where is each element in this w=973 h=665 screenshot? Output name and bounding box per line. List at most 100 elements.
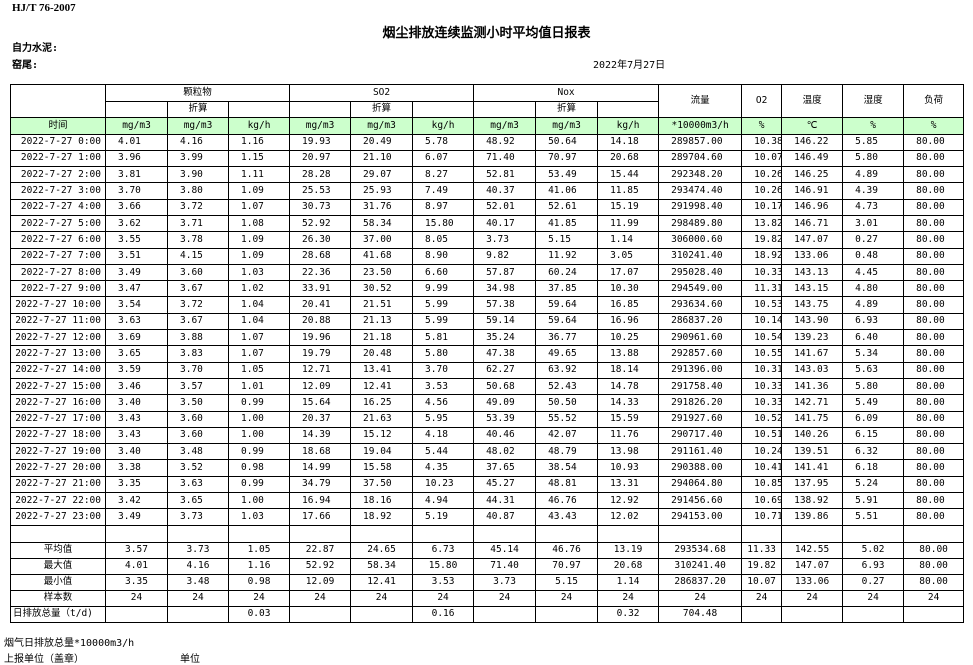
data-row: 2022-7-27 23:00 3.49 3.73 1.03 17.66 18.92 5.1…: [10, 508, 965, 526]
blank-cell: [227, 100, 291, 118]
value-cell: 3.51: [105, 247, 168, 265]
value-cell: 12.71: [289, 361, 352, 379]
summary-value: 24: [781, 589, 844, 607]
value-cell: 18.16: [350, 492, 414, 510]
value-cell: 3.73: [167, 508, 229, 526]
data-row: 2022-7-27 18:00 3.43 3.60 1.00 14.39 15.12 4.1…: [10, 426, 965, 445]
value-cell: 8.97: [412, 198, 475, 216]
value-cell: 290717.40: [658, 426, 743, 445]
value-cell: 41.68: [350, 247, 414, 265]
value-cell: 294064.80: [658, 475, 743, 494]
value-cell: 10.07: [741, 149, 783, 168]
blank-cell: [741, 605, 783, 623]
value-cell: 19.04: [350, 443, 414, 461]
summary-value: 24: [741, 589, 783, 607]
value-cell: 5.51: [842, 508, 905, 526]
value-cell: 0.48: [842, 247, 905, 265]
value-cell: 5.24: [842, 475, 905, 494]
unit-header: mg/m3: [105, 117, 168, 135]
value-cell: 25.53: [289, 182, 352, 200]
blank-cell: [10, 84, 106, 118]
data-row: 2022-7-27 20:00 3.38 3.52 0.98 14.99 15.58 4.3…: [10, 459, 965, 477]
data-row: 2022-7-27 13:00 3.65 3.83 1.07 19.79 20.48 5.8…: [10, 345, 965, 363]
value-cell: 0.99: [227, 475, 291, 494]
summary-value: 24: [167, 589, 229, 607]
summary-value: 24: [473, 589, 537, 607]
unit-header: %: [741, 117, 783, 135]
value-cell: 60.24: [535, 263, 599, 282]
summary-value: 704.48: [658, 605, 743, 623]
value-cell: 306000.60: [658, 231, 743, 249]
value-cell: 80.00: [903, 426, 965, 445]
value-cell: 141.41: [781, 459, 844, 477]
summary-value: 20.68: [597, 557, 660, 575]
unit-header: ℃: [781, 117, 844, 135]
value-cell: 10.69: [741, 492, 783, 510]
value-cell: 53.39: [473, 410, 537, 428]
summary-value: 24: [412, 589, 475, 607]
summary-value: 3.35: [105, 573, 168, 591]
value-cell: 4.01: [105, 133, 168, 151]
unit-header: mg/m3: [167, 117, 229, 135]
value-cell: 80.00: [903, 182, 965, 200]
value-cell: 48.92: [473, 133, 537, 151]
blank-cell: [289, 524, 352, 543]
value-cell: 1.16: [227, 133, 291, 151]
value-cell: 3.43: [105, 426, 168, 445]
unit-header: mg/m3: [289, 117, 352, 135]
group-header: 颗粒物: [104, 84, 291, 102]
value-cell: 50.50: [535, 394, 599, 412]
value-cell: 5.81: [412, 329, 475, 347]
value-cell: 3.67: [167, 312, 229, 331]
time-cell: 2022-7-27 12:00: [10, 329, 106, 347]
time-cell: 2022-7-27 18:00: [10, 426, 106, 445]
value-cell: 1.00: [227, 492, 291, 510]
summary-value: 24: [535, 589, 599, 607]
value-cell: 13.98: [597, 443, 660, 461]
summary-value: 45.14: [473, 541, 537, 559]
value-cell: 80.00: [903, 214, 965, 233]
value-cell: 80.00: [903, 231, 965, 249]
value-cell: 37.65: [473, 459, 537, 477]
value-cell: 40.87: [473, 508, 537, 526]
value-cell: 1.01: [227, 377, 291, 396]
value-cell: 42.07: [535, 426, 599, 445]
value-cell: 1.03: [227, 263, 291, 282]
value-cell: 44.31: [473, 492, 537, 510]
summary-value: 52.92: [289, 557, 352, 575]
value-cell: 15.12: [350, 426, 414, 445]
value-cell: 15.44: [597, 166, 660, 184]
value-cell: 4.89: [842, 296, 905, 314]
data-row: 2022-7-27 15:00 3.46 3.57 1.01 12.09 12.41 3.5…: [10, 377, 965, 396]
value-cell: 80.00: [903, 296, 965, 314]
data-row: 2022-7-27 7:00 3.51 4.15 1.09 28.68 41.68 8.90…: [10, 247, 965, 265]
header-row: 折算 折算 折算: [11, 100, 964, 118]
summary-value: 0.27: [842, 573, 905, 591]
blank-cell: [289, 100, 352, 118]
value-cell: 141.75: [781, 410, 844, 428]
summary-value: 3.48: [167, 573, 229, 591]
value-cell: 18.68: [289, 443, 352, 461]
value-cell: 3.62: [105, 214, 168, 233]
data-row: 2022-7-27 19:00 3.40 3.48 0.99 18.68 19.04 5.4…: [10, 443, 965, 461]
value-cell: 6.32: [842, 443, 905, 461]
summary-value: 310241.40: [658, 557, 743, 575]
blank-cell: [10, 524, 106, 543]
value-cell: 3.69: [105, 329, 168, 347]
value-cell: 10.30: [597, 280, 660, 298]
value-cell: 71.40: [473, 149, 537, 168]
value-cell: 3.52: [167, 459, 229, 477]
value-cell: 3.96: [105, 149, 168, 168]
value-cell: 50.68: [473, 377, 537, 396]
blank-cell: [412, 524, 475, 543]
value-cell: 14.33: [597, 394, 660, 412]
summary-value: 3.57: [105, 541, 168, 559]
value-cell: 1.14: [597, 231, 660, 249]
value-cell: 5.80: [842, 149, 905, 168]
group-header: SO2: [289, 84, 475, 102]
value-cell: 80.00: [903, 198, 965, 216]
value-cell: 1.03: [227, 508, 291, 526]
value-cell: 80.00: [903, 329, 965, 347]
unit-header: %: [903, 117, 965, 135]
value-cell: 41.85: [535, 214, 599, 233]
